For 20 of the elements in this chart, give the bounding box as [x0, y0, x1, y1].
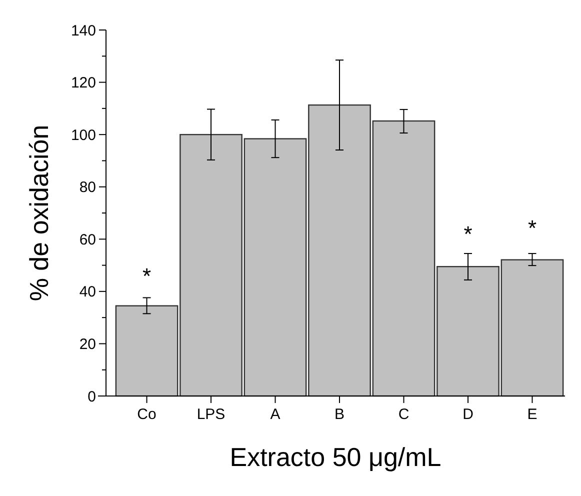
y-tick-label: 80: [79, 179, 96, 196]
y-tick-label: 60: [79, 231, 96, 248]
x-tick-label: B: [334, 406, 345, 423]
x-tick-label: A: [270, 406, 280, 423]
y-tick-label: 140: [70, 22, 96, 40]
x-tick-label: Co: [137, 406, 156, 423]
annotation: *: [464, 222, 473, 247]
y-tick-label: 20: [79, 336, 96, 353]
annotation: *: [528, 216, 537, 241]
x-tick-label: C: [398, 406, 410, 423]
y-axis-title: % de oxidación: [24, 124, 54, 302]
x-tick-label: E: [527, 406, 538, 423]
y-tick-label: 40: [79, 284, 96, 301]
y-tick-label: 120: [70, 74, 96, 92]
annotation: *: [142, 264, 152, 289]
x-tick-label: D: [462, 406, 474, 423]
x-axis-title: Extracto 50 μg/mL: [230, 442, 442, 472]
x-tick-label: LPS: [196, 406, 226, 423]
y-tick-label: 100: [70, 126, 96, 144]
y-tick-label: 0: [88, 388, 96, 406]
